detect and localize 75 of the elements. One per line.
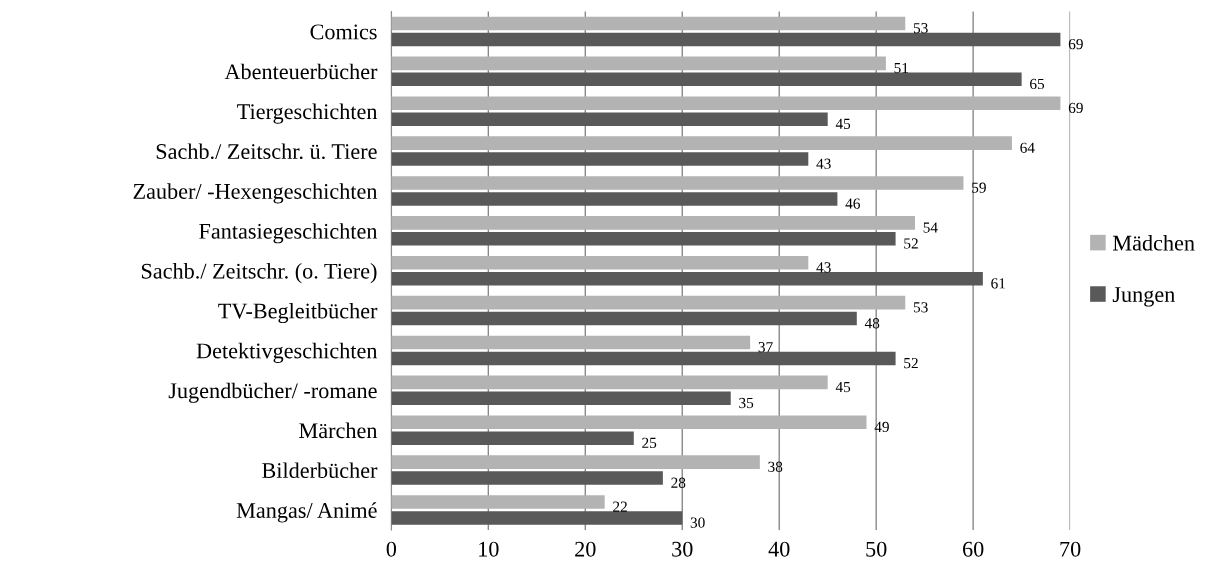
data-label: 45	[835, 118, 851, 129]
data-label: 69	[1068, 38, 1083, 50]
x-tick-label: 10	[479, 541, 499, 557]
y-tick-label: Tiergeschichten	[237, 103, 378, 124]
data-label: 52	[904, 238, 918, 249]
data-label: 38	[768, 461, 783, 472]
bar	[391, 112, 828, 126]
data-label: 61	[991, 278, 1005, 289]
bar	[391, 335, 751, 350]
bar	[391, 311, 857, 326]
legend-label: Jungen	[1112, 287, 1175, 307]
data-label: 59	[972, 182, 986, 193]
y-tick-label: Fantasiegeschichten	[199, 223, 378, 244]
data-label: 43	[816, 262, 831, 273]
data-label: 37	[758, 342, 773, 353]
bar	[391, 295, 906, 310]
data-label: 69	[1068, 102, 1083, 114]
data-label: 22	[613, 501, 627, 512]
y-tick-label: Mangas/ Animé	[236, 502, 377, 523]
x-tick-label: 0	[386, 541, 397, 557]
bar	[391, 216, 915, 230]
y-tick-label: Detektivgeschichten	[196, 342, 378, 363]
x-tick-label: 20	[575, 541, 596, 557]
bar	[391, 136, 1012, 150]
bar	[391, 351, 896, 366]
y-tick-label: Bilderbücher	[262, 462, 378, 479]
bar	[391, 96, 1061, 111]
x-tick-label: 50	[866, 541, 887, 557]
bar	[391, 431, 634, 445]
y-tick-label: Jugendbücher/ -romane	[168, 382, 377, 403]
data-label: 49	[874, 421, 889, 433]
data-label: 46	[845, 198, 860, 209]
bar	[391, 455, 760, 469]
data-label: 51	[894, 62, 909, 74]
data-label: 30	[690, 517, 705, 528]
data-label: 64	[1020, 142, 1035, 153]
bar	[391, 511, 683, 525]
bar	[391, 391, 731, 406]
y-tick-label: Sachb./ Zeitschr. (o. Tiere)	[141, 263, 377, 284]
x-tick-label: 40	[768, 541, 790, 557]
data-label: 35	[739, 397, 754, 409]
bar	[391, 495, 605, 509]
data-label: 53	[913, 302, 928, 313]
bar	[391, 152, 809, 166]
data-label: 54	[923, 222, 938, 233]
x-tick-label: 70	[1060, 541, 1081, 557]
data-label: 52	[904, 357, 918, 369]
bar	[391, 56, 886, 71]
y-tick-label: Zauber/ -Hexengeschichten	[133, 183, 378, 204]
bar	[391, 271, 983, 286]
legend-label: Mädchen	[1112, 234, 1195, 251]
bar	[391, 232, 896, 246]
bar	[391, 192, 838, 206]
y-tick-label: TV-Begleitbücher	[218, 302, 378, 324]
bar	[391, 255, 809, 270]
bar	[391, 471, 663, 485]
data-label: 43	[816, 158, 831, 169]
bar	[391, 32, 1061, 47]
data-label: 28	[671, 477, 686, 488]
bar	[391, 375, 828, 390]
bar	[391, 16, 906, 31]
y-tick-label: Sachb./ Zeitschr. ü. Tiere	[156, 143, 377, 160]
y-tick-label: Abenteuerbücher	[224, 63, 378, 80]
y-tick-label: Märchen	[299, 422, 378, 439]
bar	[391, 176, 964, 190]
data-label: 53	[913, 23, 928, 34]
data-label: 25	[642, 437, 657, 449]
x-tick-label: 60	[963, 541, 984, 557]
data-label: 48	[864, 318, 880, 329]
data-label: 45	[835, 381, 851, 393]
x-tick-label: 30	[672, 541, 693, 557]
y-tick-label: Comics	[310, 24, 377, 40]
bar	[391, 415, 867, 430]
data-label: 65	[1030, 78, 1045, 90]
bar	[391, 72, 1022, 87]
